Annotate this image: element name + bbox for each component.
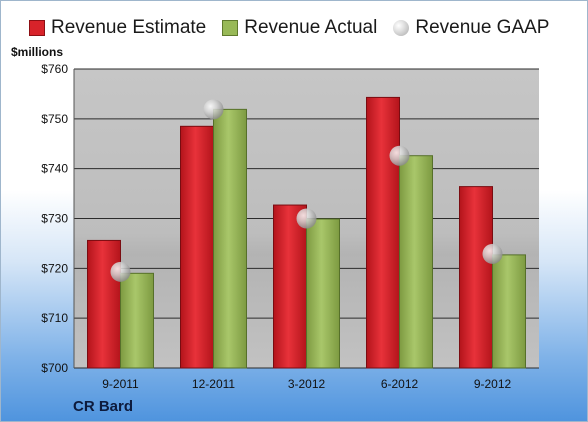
legend-item-actual: Revenue Actual: [222, 17, 377, 39]
legend-swatch-estimate: [29, 20, 45, 36]
x-tick-label: 3-2012: [288, 377, 326, 391]
x-tick-label: 9-2012: [474, 377, 512, 391]
y-tick-label: $710: [41, 311, 68, 325]
bar-revenue-estimate: [459, 186, 493, 369]
marker-revenue-gaap: [110, 261, 131, 282]
bar-revenue-actual: [399, 155, 433, 369]
y-tick-label: $760: [41, 62, 68, 76]
x-tick-label: 9-2011: [102, 377, 139, 391]
legend-swatch-actual: [222, 20, 239, 36]
bar-revenue-estimate: [87, 239, 121, 369]
legend-item-gaap: Revenue GAAP: [393, 17, 549, 39]
legend-swatch-gaap: [393, 20, 410, 36]
y-tick-label: $700: [41, 361, 68, 375]
bar-revenue-estimate: [366, 96, 400, 369]
y-tick-label: $730: [41, 212, 68, 226]
y-tick-label: $750: [41, 112, 68, 126]
x-tick-label: 12-2011: [192, 377, 235, 391]
bar-revenue-actual: [492, 254, 526, 369]
x-tick-label: 6-2012: [381, 377, 419, 391]
legend-label-estimate: Revenue Estimate: [51, 17, 207, 38]
marker-revenue-gaap: [203, 99, 224, 120]
bar-revenue-estimate: [273, 204, 307, 369]
legend-item-estimate: Revenue Estimate: [29, 17, 206, 39]
bar-revenue-actual: [213, 108, 247, 369]
company-label: CR Bard: [73, 398, 134, 415]
legend: Revenue Estimate Revenue Actual Revenue …: [29, 17, 565, 39]
bar-revenue-estimate: [180, 125, 214, 369]
legend-label-gaap: Revenue GAAP: [415, 17, 550, 38]
y-tick-label: $720: [41, 261, 68, 275]
marker-revenue-gaap: [296, 208, 317, 229]
bar-revenue-actual: [120, 272, 154, 369]
y-axis-unit-label: $millions: [11, 45, 64, 59]
marker-revenue-gaap: [389, 145, 410, 166]
legend-label-actual: Revenue Actual: [244, 17, 378, 38]
bar-revenue-actual: [306, 218, 340, 369]
y-tick-label: $740: [41, 162, 68, 176]
marker-revenue-gaap: [482, 243, 503, 264]
